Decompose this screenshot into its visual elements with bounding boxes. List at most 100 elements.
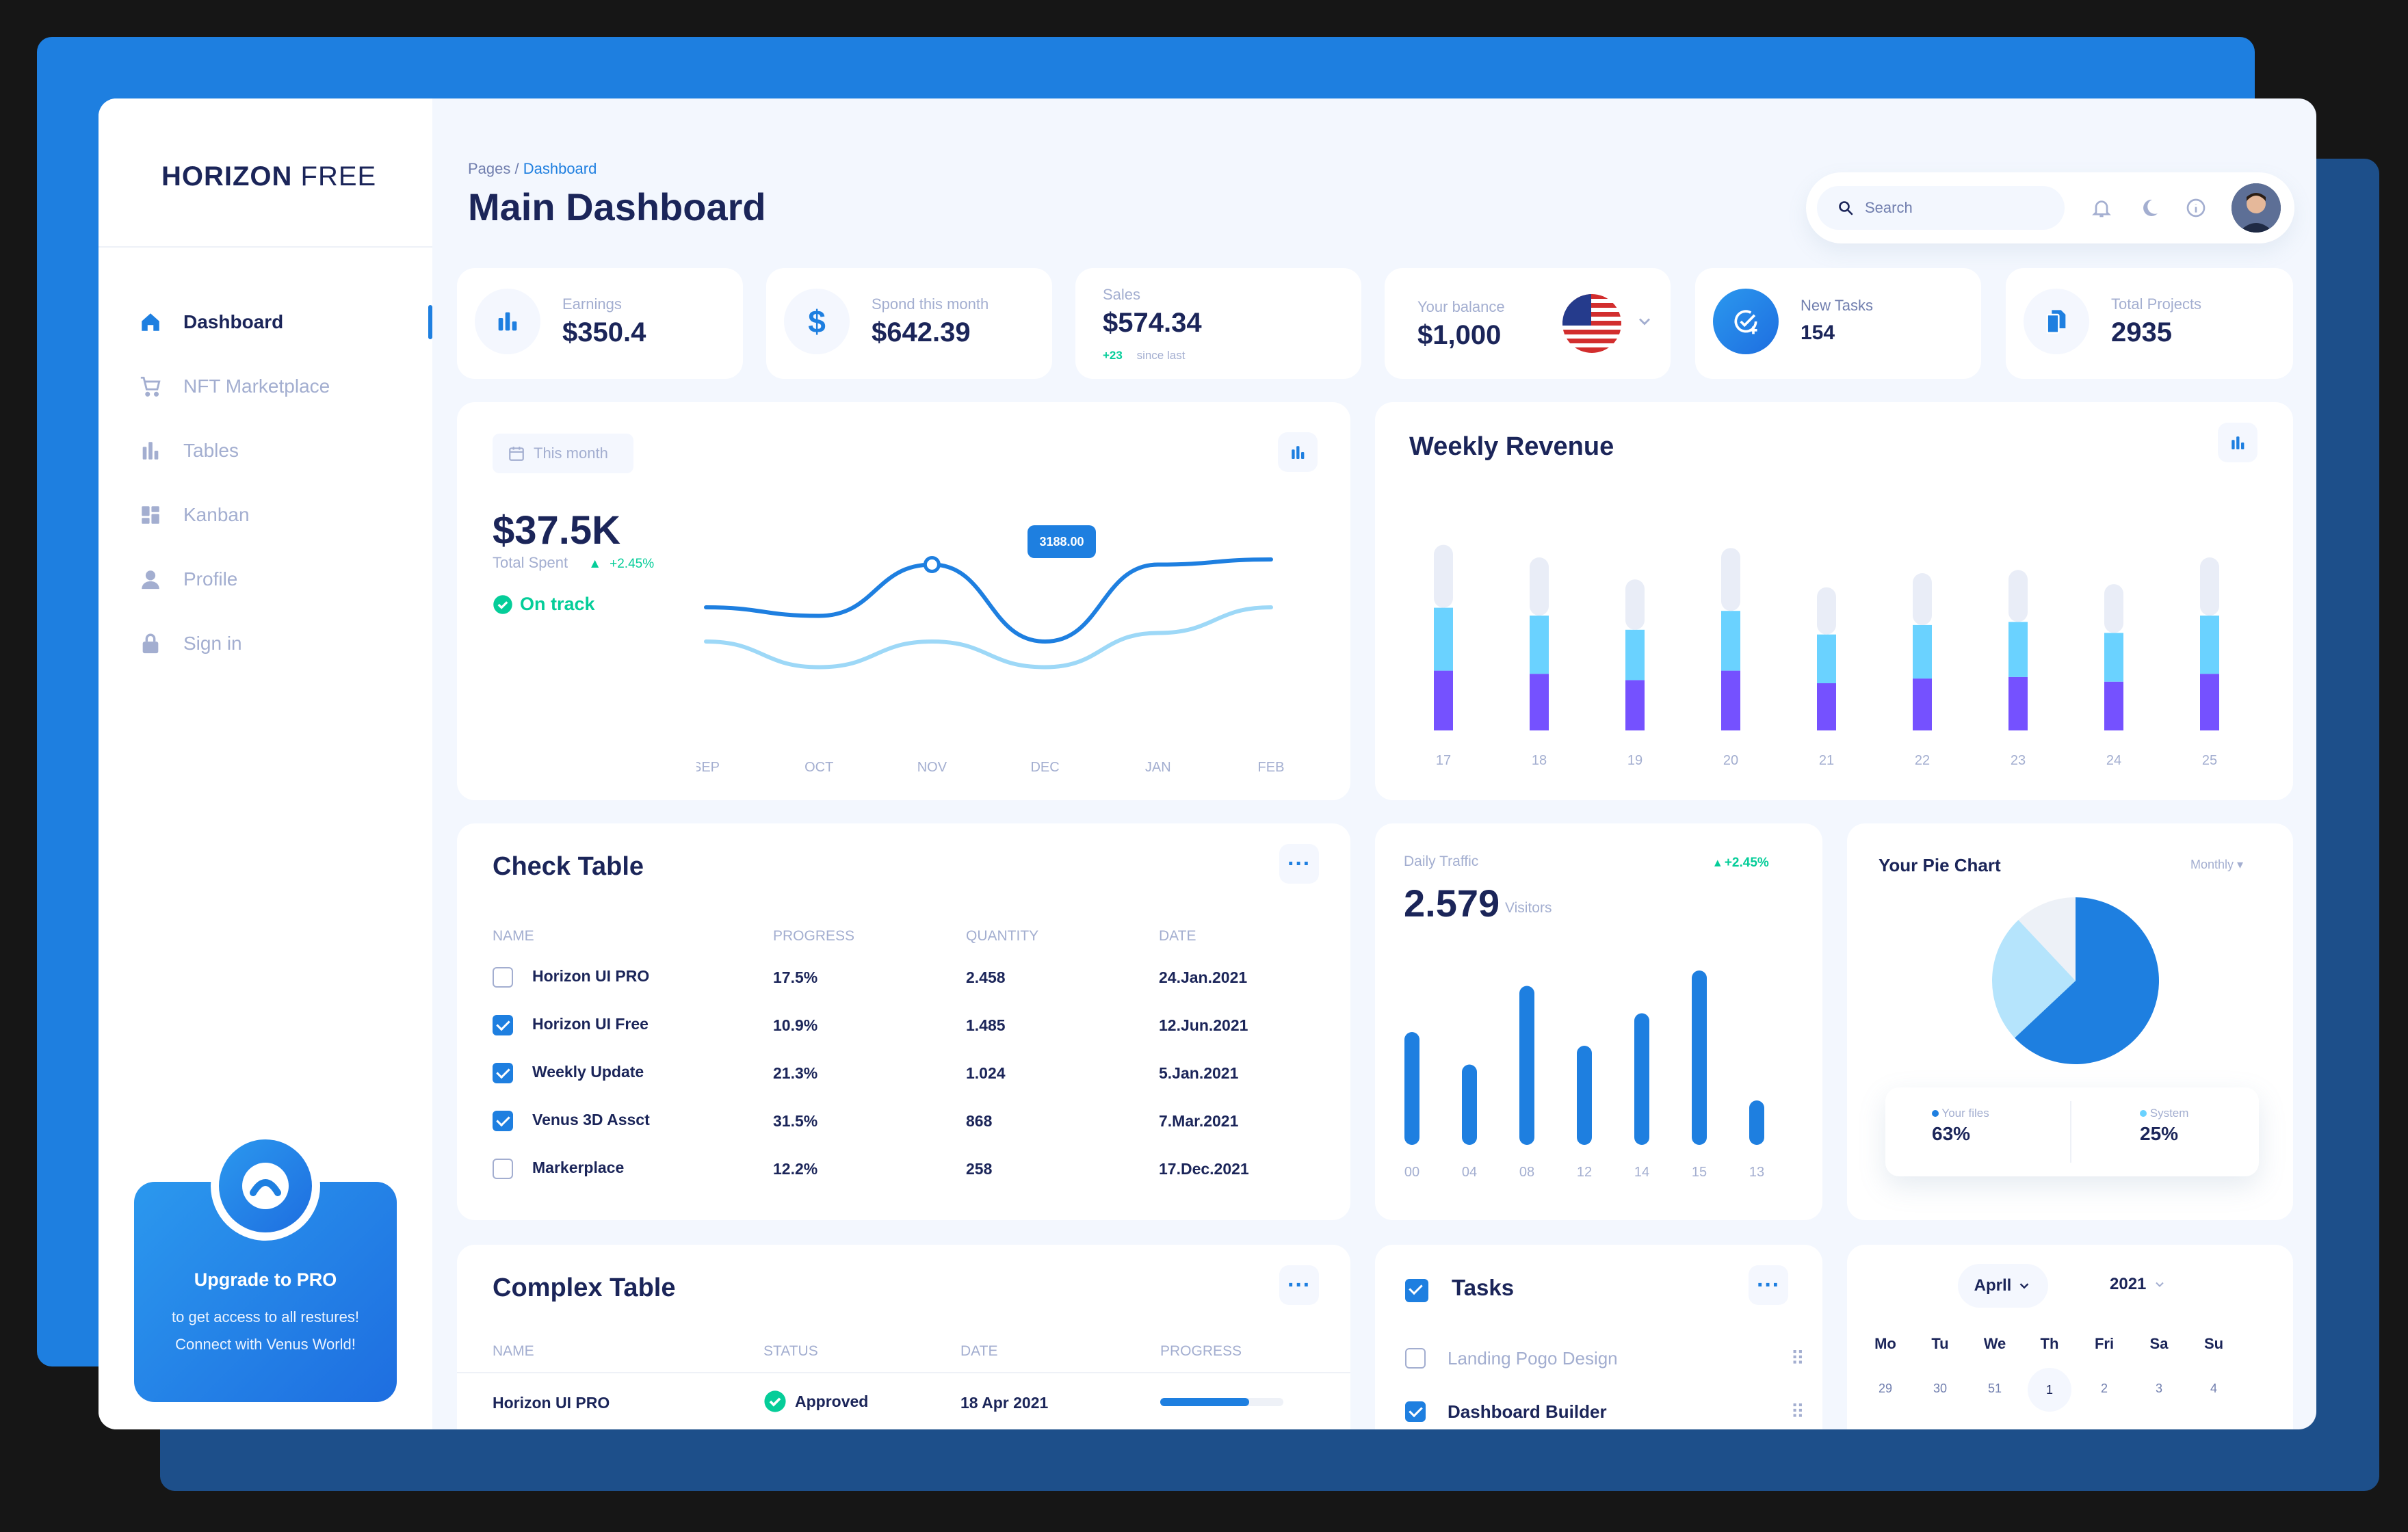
col-name[interactable]: NAME — [493, 928, 534, 944]
sidebar-item-tables[interactable]: Tables — [137, 419, 432, 483]
revenue-bar-segment[interactable] — [1721, 611, 1740, 671]
col-name[interactable]: NAME — [493, 1343, 534, 1359]
traffic-bar[interactable] — [1577, 1046, 1592, 1145]
col-date[interactable]: DATE — [960, 1343, 998, 1359]
tasks-header-checkbox[interactable] — [1405, 1279, 1428, 1302]
spent-chart-options-button[interactable] — [1278, 432, 1318, 472]
col-quantity[interactable]: QUANTITY — [966, 928, 1039, 944]
revenue-bar-segment[interactable] — [1434, 607, 1453, 671]
revenue-bar-segment[interactable] — [2008, 622, 2028, 677]
row-checkbox[interactable] — [493, 967, 513, 988]
chevron-down-icon[interactable] — [1635, 312, 1654, 334]
weekday-label: Fri — [2094, 1335, 2115, 1352]
col-status[interactable]: STATUS — [763, 1343, 818, 1359]
row-checkbox[interactable] — [493, 1063, 513, 1083]
revenue-chart-options-button[interactable] — [2218, 423, 2258, 462]
revenue-bar-segment[interactable] — [1434, 544, 1453, 608]
row-quantity: 258 — [966, 1159, 993, 1178]
calendar-day[interactable]: 2 — [2100, 1382, 2108, 1395]
bell-icon[interactable] — [2089, 196, 2114, 220]
sidebar-item-nft-marketplace[interactable]: NFT Marketplace — [137, 354, 432, 419]
revenue-bar-segment[interactable] — [2008, 570, 2028, 622]
sidebar-item-kanban[interactable]: Kanban — [137, 483, 432, 547]
col-date[interactable]: DATE — [1159, 928, 1196, 944]
revenue-bar-segment[interactable] — [2200, 674, 2219, 730]
calendar-day[interactable]: 30 — [1933, 1382, 1948, 1395]
revenue-bar-segment[interactable] — [1817, 683, 1836, 730]
task-item[interactable]: Dashboard Builder ⠿ — [1405, 1398, 1805, 1425]
traffic-bar[interactable] — [1749, 1100, 1764, 1145]
spent-line-chart: SEP OCT NOV DEC JAN FEB — [696, 556, 1284, 775]
task-item[interactable]: Landing Pogo Design ⠿ — [1405, 1345, 1805, 1372]
traffic-bar[interactable] — [1462, 1064, 1477, 1146]
revenue-bar-segment[interactable] — [1721, 670, 1740, 730]
revenue-bar-segment[interactable] — [1625, 629, 1645, 681]
calendar-day[interactable]: 51 — [1987, 1382, 2002, 1395]
revenue-bar-segment[interactable] — [2200, 557, 2219, 616]
month-filter-button[interactable]: This month — [493, 434, 633, 473]
traffic-bar[interactable] — [1519, 986, 1534, 1146]
search-box[interactable] — [1817, 186, 2065, 230]
traffic-bar[interactable] — [1404, 1032, 1419, 1145]
revenue-bar-segment[interactable] — [1530, 674, 1549, 730]
pie-slice[interactable] — [1992, 920, 2076, 1038]
breadcrumb-current[interactable]: Dashboard — [523, 160, 597, 177]
revenue-bar-segment[interactable] — [2008, 676, 2028, 730]
more-options-button[interactable]: ··· — [1279, 1265, 1319, 1305]
revenue-bar-segment[interactable] — [1721, 548, 1740, 611]
row-checkbox[interactable] — [493, 1015, 513, 1035]
revenue-bar-segment[interactable] — [1625, 579, 1645, 630]
row-name-cell: Markerplace — [493, 1145, 773, 1193]
drag-handle-icon[interactable]: ⠿ — [1790, 1401, 1804, 1423]
task-checkbox[interactable] — [1405, 1348, 1426, 1369]
revenue-bar-segment[interactable] — [1913, 678, 1932, 730]
table-header: NAME PROGRESS QUANTITY DATE — [493, 919, 1313, 953]
sidebar-item-profile[interactable]: Profile — [137, 547, 432, 611]
search-input[interactable] — [1865, 199, 2056, 217]
year-select[interactable]: 2021 — [2110, 1275, 2167, 1294]
revenue-bar-segment[interactable] — [2104, 633, 2123, 682]
info-icon[interactable] — [2184, 196, 2208, 220]
calendar-day[interactable]: 4 — [2210, 1382, 2217, 1395]
revenue-bar-segment[interactable] — [1913, 573, 1932, 625]
revenue-bar-segment[interactable] — [1913, 624, 1932, 679]
revenue-bar-segment[interactable] — [2104, 584, 2123, 633]
calendar-day[interactable]: 29 — [1878, 1382, 1893, 1395]
sidebar-item-dashboard[interactable]: Dashboard — [137, 290, 432, 354]
row-checkbox[interactable] — [493, 1111, 513, 1131]
us-flag-icon[interactable] — [1562, 294, 1621, 353]
traffic-bar[interactable] — [1634, 1013, 1649, 1146]
pie-slice[interactable] — [2018, 897, 2076, 981]
revenue-bar-segment[interactable] — [1625, 680, 1645, 730]
more-options-button[interactable]: ··· — [1749, 1265, 1788, 1305]
revenue-bar-segment[interactable] — [2200, 616, 2219, 674]
revenue-bar-segment[interactable] — [1530, 616, 1549, 674]
avatar[interactable] — [2232, 183, 2281, 233]
revenue-bar-segment[interactable] — [2104, 681, 2123, 730]
revenue-bar-segment[interactable] — [1817, 587, 1836, 635]
revenue-bar-segment[interactable] — [1817, 634, 1836, 683]
dollar-icon: $ — [784, 289, 850, 354]
sidebar-item-sign-in[interactable]: Sign in — [137, 611, 432, 676]
row-checkbox[interactable] — [493, 1159, 513, 1179]
revenue-bar-segment[interactable] — [1434, 670, 1453, 730]
x-tick-label: 14 — [1634, 1165, 1649, 1180]
breadcrumb-pages[interactable]: Pages / — [468, 160, 523, 177]
traffic-bar[interactable] — [1692, 970, 1707, 1145]
traffic-value: 2.579 — [1404, 882, 1500, 925]
drag-handle-icon[interactable]: ⠿ — [1790, 1347, 1804, 1369]
upgrade-card[interactable]: Upgrade to PRO to get access to all rest… — [134, 1131, 397, 1402]
line-point-marker[interactable] — [923, 556, 941, 573]
calendar-day[interactable]: 3 — [2155, 1382, 2162, 1395]
x-tick-label: 23 — [2011, 753, 2026, 768]
col-progress[interactable]: PROGRESS — [773, 928, 855, 944]
pie-slice[interactable] — [2015, 897, 2159, 1064]
more-options-button[interactable]: ··· — [1279, 844, 1319, 884]
moon-icon[interactable] — [2137, 196, 2162, 220]
period-select[interactable]: Monthly ▾ — [2190, 858, 2243, 872]
month-select[interactable]: Aprll — [1958, 1264, 2048, 1308]
revenue-bar-segment[interactable] — [1530, 557, 1549, 616]
col-progress[interactable]: PROGRESS — [1160, 1343, 1242, 1359]
calendar-day[interactable]: 1 — [2028, 1368, 2071, 1412]
task-checkbox[interactable] — [1405, 1401, 1426, 1422]
